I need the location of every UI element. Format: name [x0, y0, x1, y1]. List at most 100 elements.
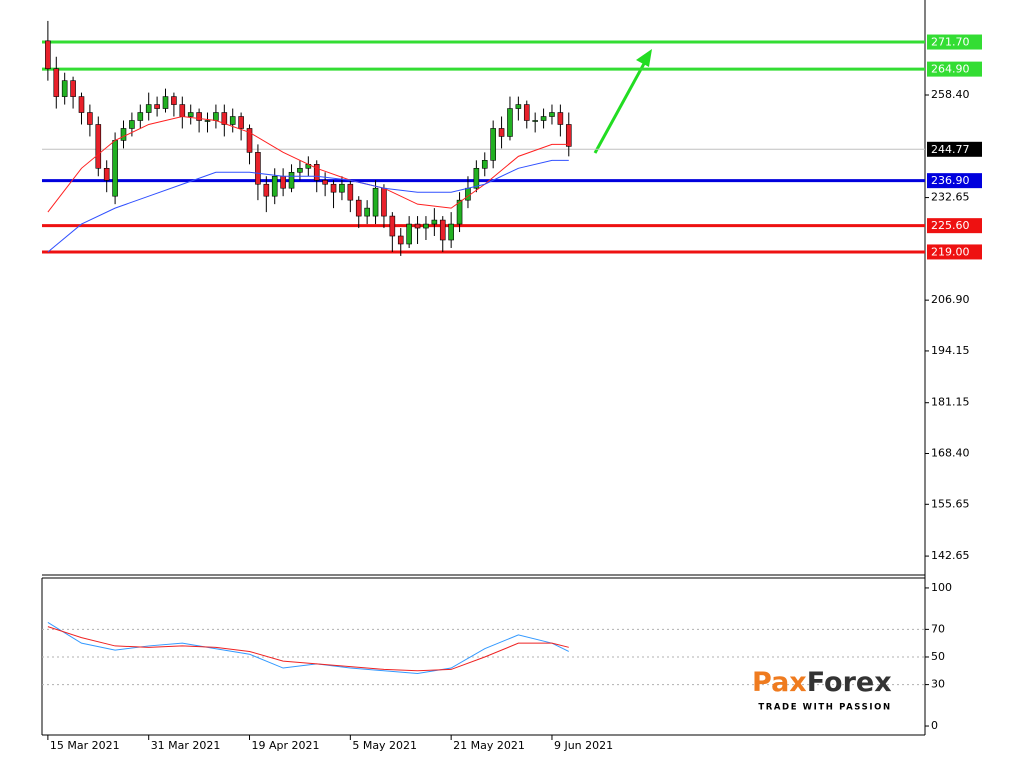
- level-label: 219.00: [931, 245, 970, 258]
- x-tick-label: 19 Apr 2021: [252, 739, 320, 752]
- candle-body: [288, 171, 295, 189]
- candle-body: [187, 112, 194, 117]
- candle-body: [523, 104, 530, 121]
- candle-body: [53, 68, 60, 97]
- candle-body: [61, 80, 68, 97]
- candle-body: [246, 128, 253, 153]
- candle-body: [87, 112, 93, 125]
- candle-body: [213, 112, 219, 121]
- candle-body: [431, 219, 438, 225]
- candle-body: [473, 167, 480, 189]
- candle-body: [103, 167, 110, 181]
- candle-body: [498, 128, 505, 137]
- y-tick-label: 194.15: [931, 344, 970, 357]
- candle-body: [204, 120, 211, 122]
- level-label: 236.90: [931, 174, 970, 187]
- y-tick-label: 232.65: [931, 191, 970, 204]
- last-price-label: 244.77: [931, 143, 970, 156]
- x-tick-label: 5 May 2021: [352, 739, 417, 752]
- candle-body: [355, 199, 362, 217]
- candle-body: [322, 179, 328, 185]
- candle-body: [565, 124, 572, 147]
- candle-body: [389, 215, 396, 237]
- logo-part: Forex: [807, 667, 892, 698]
- candle-body: [112, 140, 118, 197]
- candle-body: [229, 116, 236, 125]
- y-tick-label: 155.65: [931, 497, 970, 510]
- candle-body: [171, 96, 177, 105]
- level-label-box: [927, 61, 982, 77]
- candle-body: [557, 112, 564, 125]
- y-tick-label: 50: [931, 650, 945, 663]
- y-tick-label: 142.65: [931, 549, 970, 562]
- candle-body: [515, 104, 522, 109]
- candle-body: [423, 223, 429, 229]
- level-label: 264.90: [931, 63, 970, 76]
- candle-body: [490, 128, 496, 161]
- candle-body: [137, 112, 144, 121]
- candle-body: [448, 223, 454, 241]
- logo-tagline: TRADE WITH PASSION: [758, 703, 891, 713]
- line: [47, 159, 569, 253]
- candle-body: [532, 120, 538, 122]
- candle-body: [221, 112, 228, 125]
- candle-body: [45, 40, 51, 70]
- candle-body: [330, 183, 337, 193]
- candle-body: [481, 160, 488, 169]
- y-tick-label: 100: [931, 581, 952, 594]
- candle-body: [78, 96, 85, 113]
- x-tick-label: 15 Mar 2021: [50, 739, 120, 752]
- candle-body: [154, 104, 160, 109]
- candle-body: [507, 108, 513, 137]
- level-label: 271.70: [931, 36, 970, 49]
- logo-part: Pax: [752, 667, 807, 698]
- last-price-box: [927, 141, 982, 157]
- candle-body: [414, 223, 421, 229]
- candle-body: [540, 116, 547, 121]
- candle-body: [238, 116, 244, 129]
- candle-body: [313, 164, 320, 181]
- candle-body: [339, 183, 345, 193]
- candle-body: [465, 187, 471, 201]
- x-tick-label: 9 Jun 2021: [554, 739, 613, 752]
- candle-body: [439, 219, 446, 241]
- level-label-box: [927, 34, 982, 50]
- level-label-box: [927, 244, 982, 260]
- candle-body: [549, 112, 555, 117]
- candle-body: [263, 183, 270, 197]
- y-tick-label: 0: [931, 719, 938, 732]
- y-tick-label: 168.40: [931, 447, 970, 460]
- y-tick-label: 206.90: [931, 293, 970, 306]
- candle-body: [255, 152, 261, 185]
- x-tick-label: 31 Mar 2021: [151, 739, 221, 752]
- level-label-box: [927, 173, 982, 189]
- y-tick-label: 181.15: [931, 396, 970, 409]
- arrow: [593, 59, 648, 154]
- candle-body: [347, 183, 354, 201]
- candle-body: [456, 199, 463, 225]
- candle-body: [120, 128, 127, 141]
- logo: PaxForex: [752, 667, 892, 698]
- arrow-head: [636, 49, 652, 67]
- y-tick-label: 30: [931, 678, 945, 691]
- candle-body: [297, 167, 303, 173]
- candle-body: [179, 104, 186, 117]
- level-label-box: [927, 218, 982, 234]
- candle-body: [372, 187, 379, 217]
- candle-body: [196, 112, 202, 121]
- price-panel: 258.40 232.65 206.90 194.15 181.15 168.40 155.…: [42, 20, 982, 752]
- level-label: 225.60: [931, 219, 970, 232]
- candle-body: [280, 175, 286, 189]
- candle-body: [397, 235, 404, 245]
- candle-body: [95, 124, 102, 169]
- candle-body: [381, 187, 387, 217]
- candle-body: [70, 80, 76, 97]
- candle-body: [406, 223, 412, 245]
- y-tick-label: 258.40: [931, 88, 970, 101]
- candle-body: [364, 207, 370, 217]
- candle-body: [162, 96, 169, 109]
- line: [47, 626, 569, 672]
- line: [47, 116, 569, 213]
